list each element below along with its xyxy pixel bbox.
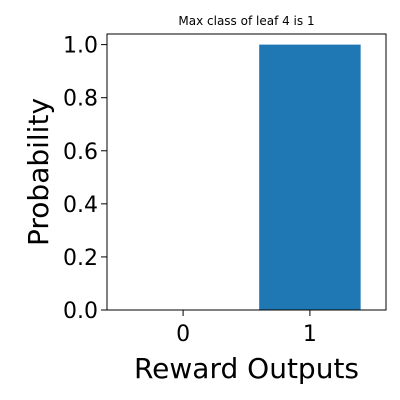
x-tick-label: 0 <box>176 322 190 347</box>
bar-1 <box>259 44 361 310</box>
y-tick-label: 0.2 <box>63 246 98 271</box>
x-tick-label: 1 <box>303 322 317 347</box>
plot-frame <box>106 33 387 311</box>
chart-title: Max class of leaf 4 is 1 <box>178 14 314 28</box>
y-axis: 0.0 0.2 0.4 0.6 0.8 1.0 <box>63 34 107 324</box>
y-tick-label: 0.8 <box>63 87 98 112</box>
y-tick-label: 1.0 <box>63 34 98 59</box>
y-tick-label: 0.6 <box>63 140 98 165</box>
y-axis-label: Probability <box>22 98 55 246</box>
y-tick-label: 0.0 <box>63 299 98 324</box>
x-axis-label: Reward Outputs <box>134 352 359 385</box>
y-tick-label: 0.4 <box>63 193 98 218</box>
bars-group <box>259 44 361 310</box>
